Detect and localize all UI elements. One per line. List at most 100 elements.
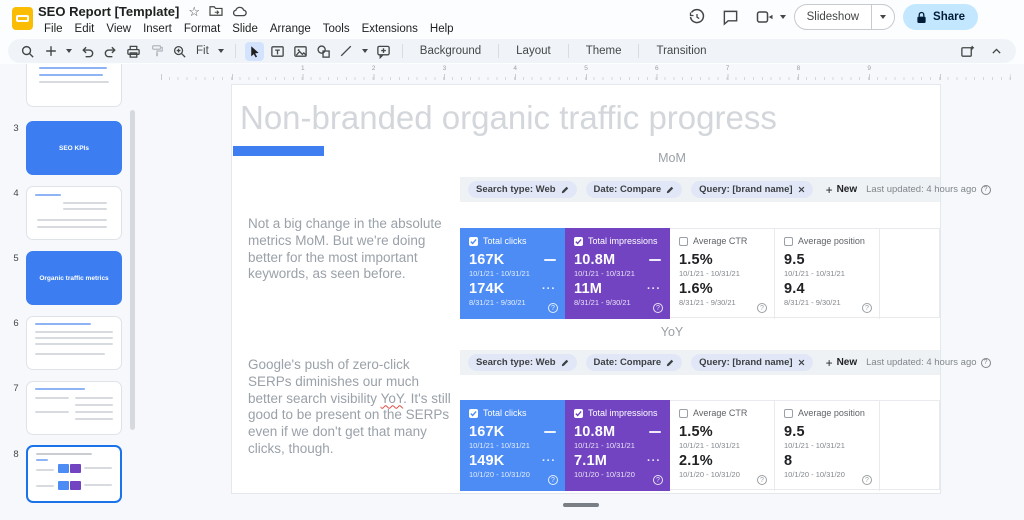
zoom-select[interactable]: Fit: [196, 45, 209, 57]
slides-logo-icon[interactable]: [12, 7, 33, 30]
date-range: 10/1/21 - 10/31/21: [469, 441, 530, 450]
add-slide-icon[interactable]: [41, 42, 60, 61]
slideshow-dropdown[interactable]: [871, 5, 894, 29]
meet-button[interactable]: [752, 4, 786, 30]
checkbox-empty-icon[interactable]: [784, 408, 793, 418]
search-icon[interactable]: [18, 42, 37, 61]
yoy-note-text[interactable]: Google's push of zero-click SERPs dimini…: [248, 357, 456, 458]
layout-button[interactable]: Layout: [516, 45, 551, 57]
slide-thumbnail-3[interactable]: SEO KPIs: [26, 121, 122, 175]
background-button[interactable]: Background: [419, 45, 482, 57]
zoom-in-icon[interactable]: [170, 42, 189, 61]
document-title[interactable]: SEO Report [Template]: [38, 3, 180, 19]
slide-thumbnail-8-selected[interactable]: [26, 445, 122, 503]
share-button[interactable]: Share: [903, 4, 978, 30]
slide-title[interactable]: Non-branded organic traffic progress: [240, 99, 777, 136]
checkbox-empty-icon[interactable]: [679, 408, 688, 418]
help-icon[interactable]: ?: [862, 475, 872, 485]
transition-button[interactable]: Transition: [656, 45, 707, 57]
theme-button[interactable]: Theme: [585, 45, 622, 57]
move-folder-icon[interactable]: [209, 5, 223, 17]
thumbnail-sketch: [70, 464, 81, 473]
slide-thumbnail-6[interactable]: [26, 316, 122, 370]
menu-view[interactable]: View: [106, 23, 132, 35]
select-tool-icon[interactable]: [244, 41, 264, 61]
average-position-card[interactable]: Average position 9.5 10/1/21 - 10/31/21 …: [775, 400, 880, 491]
menu-tools[interactable]: Tools: [322, 23, 350, 35]
version-history-icon[interactable]: [684, 4, 710, 30]
date-range: 10/1/21 - 10/31/21: [784, 441, 845, 450]
checkbox-checked-icon[interactable]: [469, 236, 478, 246]
menu-edit[interactable]: Edit: [74, 23, 95, 35]
date-compare-chip[interactable]: Date: Compare: [585, 181, 683, 198]
star-icon[interactable]: ☆: [188, 3, 200, 19]
menu-arrange[interactable]: Arrange: [269, 23, 311, 35]
card-label: Average CTR: [693, 408, 748, 418]
checkbox-checked-icon[interactable]: [469, 408, 478, 418]
search-type-chip[interactable]: Search type: Web: [468, 181, 577, 198]
total-impressions-card[interactable]: Total impressions 10.8M 10/1/21 - 10/31/…: [565, 228, 670, 319]
undo-icon[interactable]: [78, 42, 97, 61]
text-box-icon[interactable]: [268, 42, 287, 61]
add-slide-dropdown-icon[interactable]: [64, 49, 74, 53]
total-impressions-card[interactable]: Total impressions 10.8M 10/1/21 - 10/31/…: [565, 400, 670, 491]
side-panel-icon[interactable]: [958, 42, 977, 61]
help-icon[interactable]: ?: [653, 303, 663, 313]
help-icon[interactable]: ?: [653, 475, 663, 485]
search-type-chip[interactable]: Search type: Web: [468, 354, 577, 371]
comments-icon[interactable]: [718, 4, 744, 30]
query-filter-chip[interactable]: Query: [brand name]: [691, 354, 813, 371]
hide-menus-icon[interactable]: [987, 42, 1006, 61]
average-position-card[interactable]: Average position 9.5 10/1/21 - 10/31/21 …: [775, 228, 880, 319]
menu-format[interactable]: Format: [183, 23, 221, 35]
insert-image-icon[interactable]: [291, 42, 310, 61]
help-icon[interactable]: ?: [757, 475, 767, 485]
chevron-down-icon[interactable]: [779, 15, 786, 19]
query-filter-chip[interactable]: Query: [brand name]: [691, 181, 813, 198]
slide-thumbnail-7[interactable]: [26, 381, 122, 435]
total-clicks-card[interactable]: Total clicks 167K 10/1/21 - 10/31/21 174…: [460, 228, 565, 319]
slideshow-label[interactable]: Slideshow: [806, 11, 860, 23]
thumbnail-sketch: [37, 226, 107, 228]
cloud-status-icon[interactable]: [232, 6, 247, 17]
title-accent-bar[interactable]: [233, 146, 324, 156]
zoom-dropdown-icon[interactable]: [216, 49, 226, 53]
insert-comment-icon[interactable]: [374, 42, 393, 61]
info-icon[interactable]: ?: [980, 357, 991, 368]
slide-thumbnail-4[interactable]: [26, 186, 122, 240]
help-icon[interactable]: ?: [862, 303, 872, 313]
average-ctr-card[interactable]: Average CTR 1.5% 10/1/21 - 10/31/21 1.6%…: [670, 228, 775, 319]
insert-line-icon[interactable]: [337, 42, 356, 61]
paint-format-icon[interactable]: [147, 42, 166, 61]
new-filter-button[interactable]: + New: [826, 356, 858, 370]
checkbox-checked-icon[interactable]: [574, 236, 583, 246]
checkbox-checked-icon[interactable]: [574, 408, 583, 418]
total-clicks-card[interactable]: Total clicks 167K 10/1/21 - 10/31/21 149…: [460, 400, 565, 491]
print-icon[interactable]: [124, 42, 143, 61]
menu-help[interactable]: Help: [429, 23, 454, 35]
average-ctr-card[interactable]: Average CTR 1.5% 10/1/21 - 10/31/21 2.1%…: [670, 400, 775, 491]
checkbox-empty-icon[interactable]: [784, 236, 793, 246]
help-icon[interactable]: ?: [548, 303, 558, 313]
help-icon[interactable]: ?: [548, 475, 558, 485]
filmstrip-scrollbar[interactable]: [130, 110, 135, 430]
date-range: 8/31/21 - 9/30/21: [679, 298, 736, 307]
new-filter-button[interactable]: + New: [826, 183, 858, 197]
info-icon[interactable]: ?: [980, 184, 991, 195]
horizontal-scrollbar[interactable]: [563, 503, 599, 507]
checkbox-empty-icon[interactable]: [679, 236, 688, 246]
insert-shape-icon[interactable]: [314, 42, 333, 61]
menu-file[interactable]: File: [44, 23, 63, 35]
slide-thumbnail-2[interactable]: [26, 64, 122, 107]
menu-extensions[interactable]: Extensions: [361, 23, 418, 35]
slide-thumbnail-5[interactable]: Organic traffic metrics: [26, 251, 122, 305]
line-dropdown-icon[interactable]: [360, 49, 370, 53]
menu-slide[interactable]: Slide: [232, 23, 258, 35]
menu-insert[interactable]: Insert: [143, 23, 172, 35]
mom-note-text[interactable]: Not a big change in the absolute metrics…: [248, 216, 442, 282]
video-camera-icon[interactable]: [752, 4, 778, 30]
date-compare-chip[interactable]: Date: Compare: [585, 354, 683, 371]
redo-icon[interactable]: [101, 42, 120, 61]
slide-canvas[interactable]: Non-branded organic traffic progress Not…: [232, 85, 991, 493]
help-icon[interactable]: ?: [757, 303, 767, 313]
